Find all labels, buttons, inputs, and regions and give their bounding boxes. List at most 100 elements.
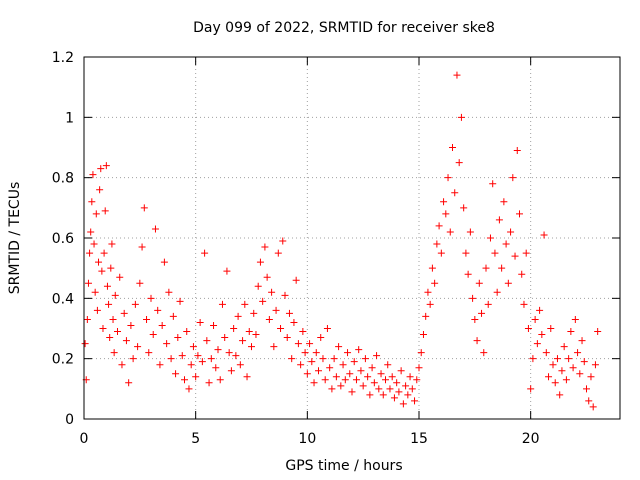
data-point: [382, 376, 389, 384]
data-point: [335, 343, 343, 351]
data-point: [145, 349, 153, 357]
chart-title: Day 099 of 2022, SRMTID for receiver ske…: [193, 20, 495, 36]
axis-ticks: [83, 56, 620, 420]
x-tick-label: 10: [298, 431, 316, 447]
data-point: [583, 385, 590, 393]
data-point: [321, 376, 329, 384]
data-point: [386, 385, 394, 393]
data-point: [384, 361, 392, 369]
data-point: [105, 300, 113, 308]
data-point: [225, 349, 233, 357]
data-point: [357, 367, 365, 375]
data-point: [433, 240, 441, 248]
data-point: [315, 367, 322, 375]
data-point: [495, 216, 503, 224]
data-point: [473, 337, 481, 345]
data-point: [344, 349, 352, 357]
data-point: [337, 382, 345, 390]
data-point: [475, 279, 483, 287]
data-point: [408, 385, 416, 393]
data-point: [462, 249, 470, 257]
data-point: [227, 367, 235, 375]
x-tick-label: 20: [522, 431, 540, 447]
data-point: [207, 355, 215, 363]
data-point: [348, 388, 356, 396]
data-point: [114, 328, 121, 336]
y-tick-label: 0: [65, 412, 74, 428]
data-point: [377, 370, 385, 378]
data-point: [178, 352, 186, 360]
data-point: [214, 346, 222, 354]
data-point: [212, 364, 220, 372]
data-point: [361, 355, 369, 363]
data-point: [502, 240, 510, 248]
data-point: [91, 288, 99, 296]
data-point: [216, 376, 224, 384]
y-axis-label: SRMTID / TECUs: [7, 182, 23, 295]
data-point: [116, 273, 124, 281]
data-point: [136, 279, 144, 287]
data-point: [536, 306, 544, 314]
data-point: [531, 315, 539, 323]
data-point: [580, 358, 588, 366]
data-point: [236, 361, 244, 369]
data-point: [165, 288, 173, 296]
data-point: [92, 210, 100, 218]
data-point: [469, 294, 477, 302]
data-point: [239, 337, 247, 345]
data-point: [569, 364, 577, 372]
data-point: [120, 309, 128, 317]
data-point: [444, 174, 452, 182]
data-point: [210, 321, 218, 329]
data-point: [460, 204, 468, 212]
data-point: [326, 364, 334, 372]
data-point: [413, 376, 421, 384]
data-point: [138, 243, 146, 251]
data-point: [533, 340, 541, 348]
data-point: [437, 249, 445, 257]
data-point: [268, 288, 276, 296]
data-point: [359, 382, 367, 390]
data-point: [174, 334, 182, 342]
data-point: [328, 385, 336, 393]
data-point: [102, 162, 110, 170]
data-point: [281, 291, 289, 299]
data-point: [516, 210, 523, 218]
data-point: [110, 349, 118, 357]
data-point: [201, 249, 209, 257]
data-point: [172, 370, 180, 378]
data-point: [140, 204, 148, 212]
data-point: [127, 321, 135, 329]
data-point: [332, 373, 340, 381]
data-point: [290, 318, 298, 326]
data-point: [156, 361, 164, 369]
data-point: [498, 264, 506, 272]
y-tick-label: 0.2: [52, 352, 74, 368]
data-point: [93, 306, 101, 314]
data-point: [232, 352, 240, 360]
data-point: [160, 258, 168, 266]
data-point: [565, 355, 573, 363]
y-tick-labels: 0 0.2 0.4 0.6 0.8 1 1.2: [52, 50, 74, 428]
data-point: [303, 370, 311, 378]
data-point: [562, 376, 570, 384]
data-point: [88, 198, 96, 206]
data-point: [259, 297, 267, 305]
data-point: [218, 300, 226, 308]
data-point: [83, 315, 91, 323]
data-point: [415, 364, 423, 372]
data-point: [368, 364, 376, 372]
data-point: [230, 325, 238, 332]
data-point: [540, 231, 548, 239]
x-tick-label: 0: [80, 431, 89, 447]
data-point: [196, 318, 204, 326]
data-point: [181, 376, 188, 384]
data-point: [125, 379, 133, 387]
data-point: [493, 288, 501, 296]
data-point: [288, 355, 296, 363]
data-point: [352, 376, 360, 384]
data-point: [308, 358, 316, 366]
data-point: [511, 252, 519, 260]
data-point: [84, 279, 92, 287]
data-point: [587, 373, 595, 381]
